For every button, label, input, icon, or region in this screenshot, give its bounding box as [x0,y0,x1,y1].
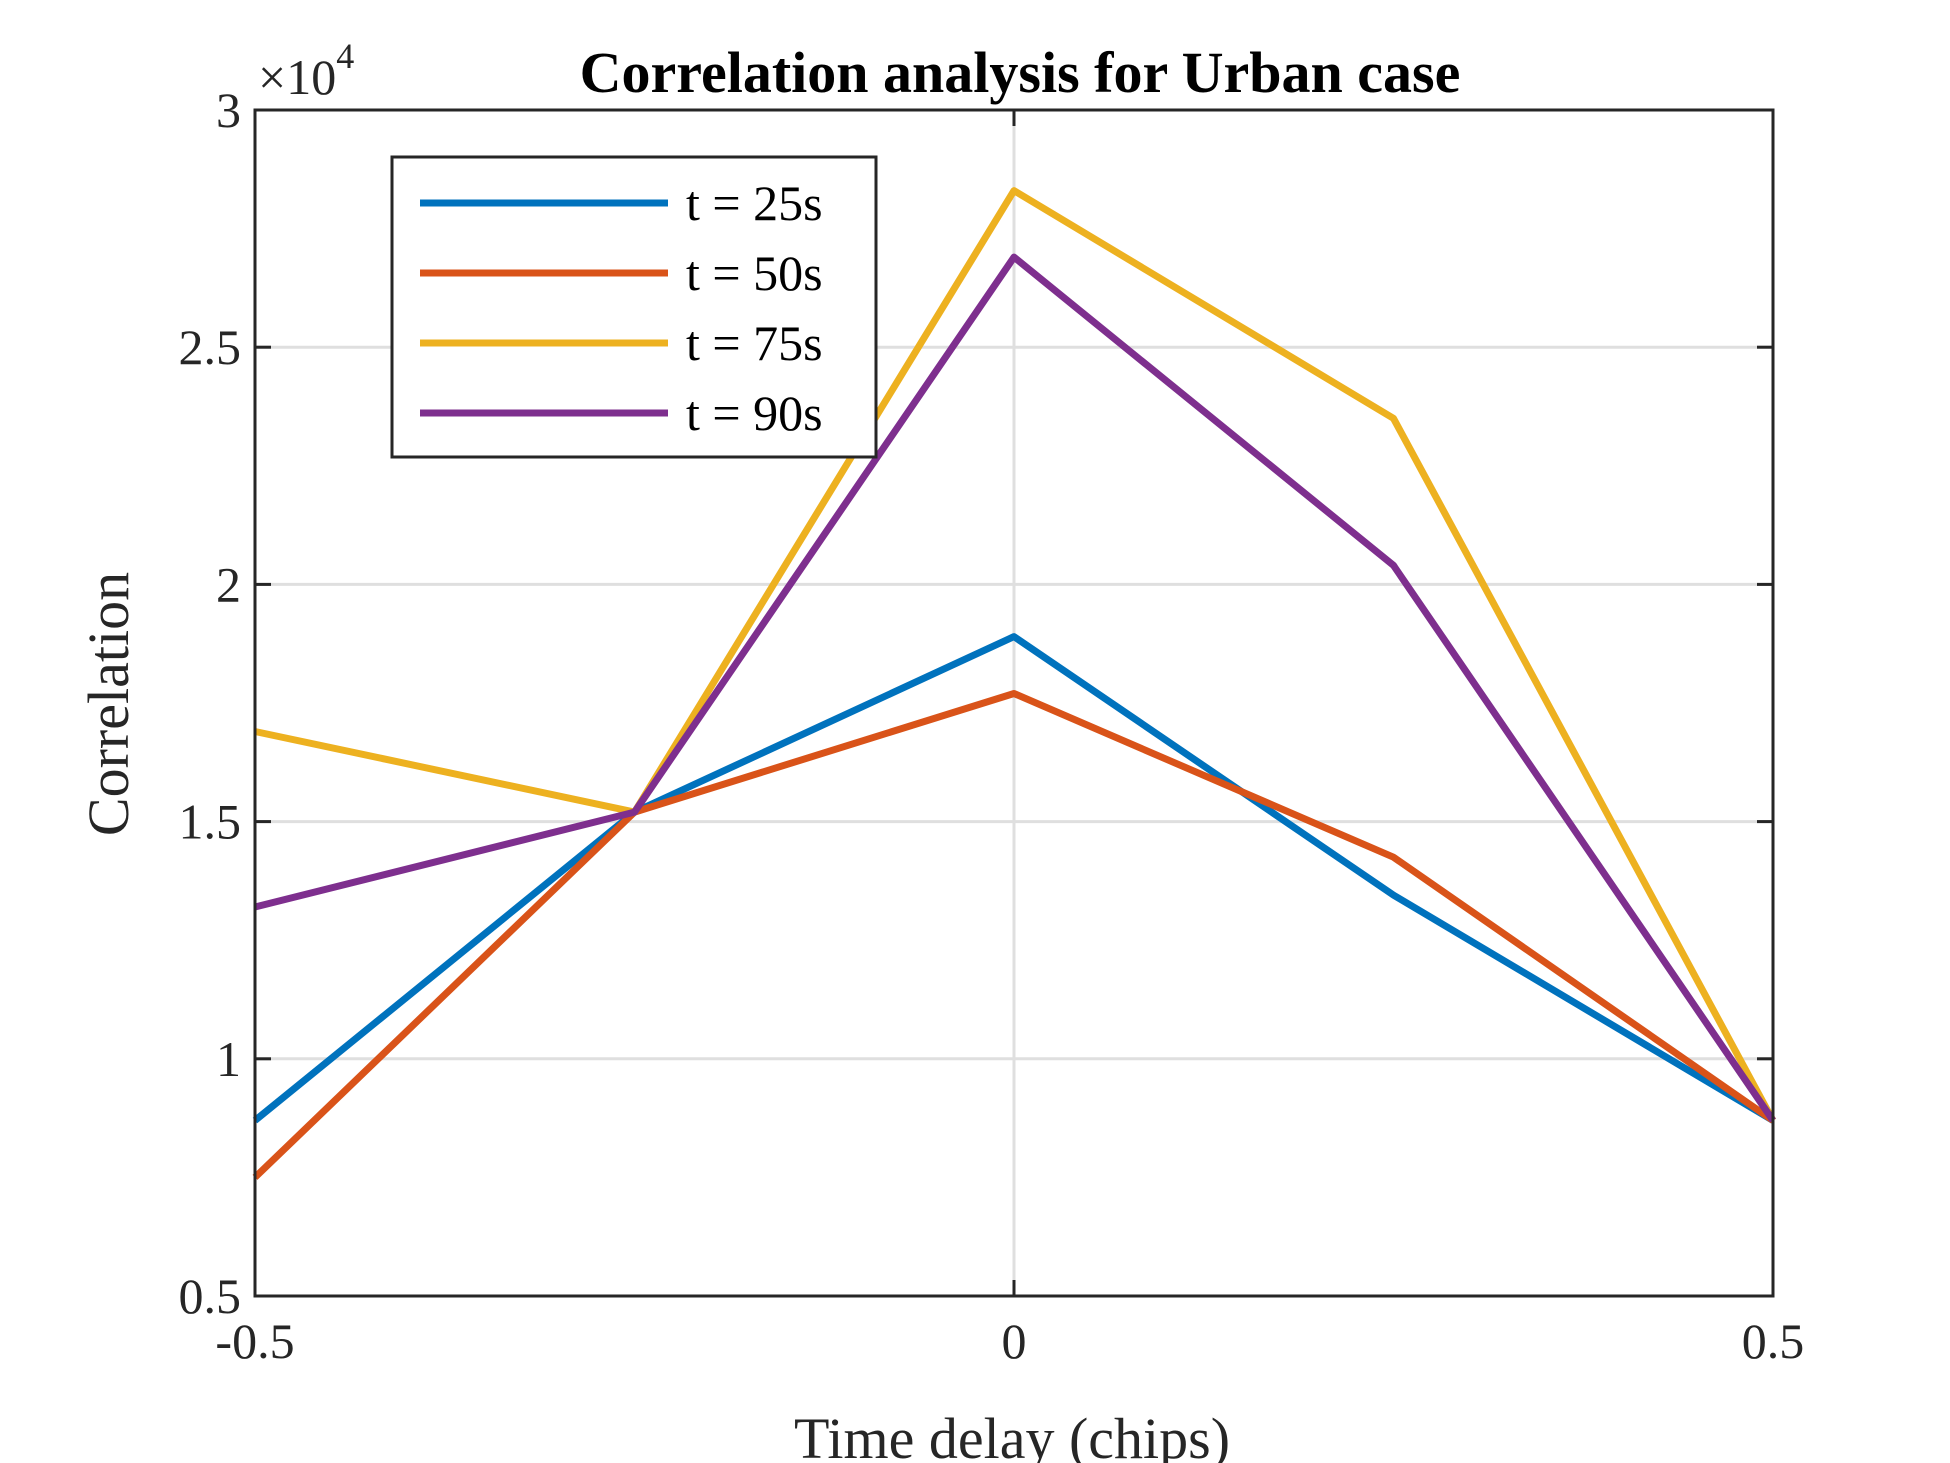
legend-label-2: t = 50s [686,245,823,301]
y-multiplier-base: ×10 [258,49,336,105]
x-tick-label-1: 0 [1002,1313,1027,1369]
y-axis-label: Correlation [76,572,141,836]
y-tick-label-3: 2 [216,556,241,612]
legend-label-3: t = 75s [686,315,823,371]
x-axis-label: Time delay (chips) [794,1406,1230,1463]
y-tick-labels: 0.5 1 1.5 2 2.5 3 [179,82,242,1324]
legend: t = 25s t = 50s t = 75s t = 90s [390,155,878,459]
series-line-1 [252,633,1775,1124]
y-tick-label-2: 1.5 [179,794,242,850]
x-tick-label-0: -0.5 [215,1313,294,1369]
chart-title: Correlation analysis for Urban case [580,40,1461,105]
tick-marks [253,108,1775,1298]
y-tick-label-1: 1 [216,1031,241,1087]
y-tick-label-5: 3 [216,82,241,138]
series-lines [252,187,1777,1180]
series-line-2 [252,690,1775,1180]
legend-items: t = 25s t = 50s t = 75s t = 90s [420,175,823,441]
legend-label-4: t = 90s [686,385,823,441]
x-tick-label-2: 0.5 [1742,1313,1805,1369]
y-multiplier-exponent: 4 [336,36,354,76]
series-line-4 [254,253,1776,1123]
series-line-3 [254,187,1777,1123]
legend-label-1: t = 25s [686,175,823,231]
x-tick-labels: -0.5 0 0.5 [215,1313,1804,1369]
y-multiplier: ×104 [258,36,354,105]
y-tick-label-4: 2.5 [179,319,242,375]
y-tick-label-0: 0.5 [179,1268,242,1324]
legend-box [390,155,878,459]
